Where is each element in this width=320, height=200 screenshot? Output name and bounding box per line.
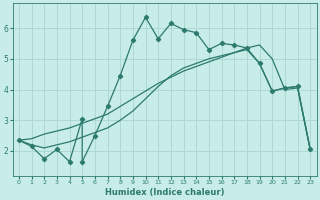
X-axis label: Humidex (Indice chaleur): Humidex (Indice chaleur) [105, 188, 224, 197]
